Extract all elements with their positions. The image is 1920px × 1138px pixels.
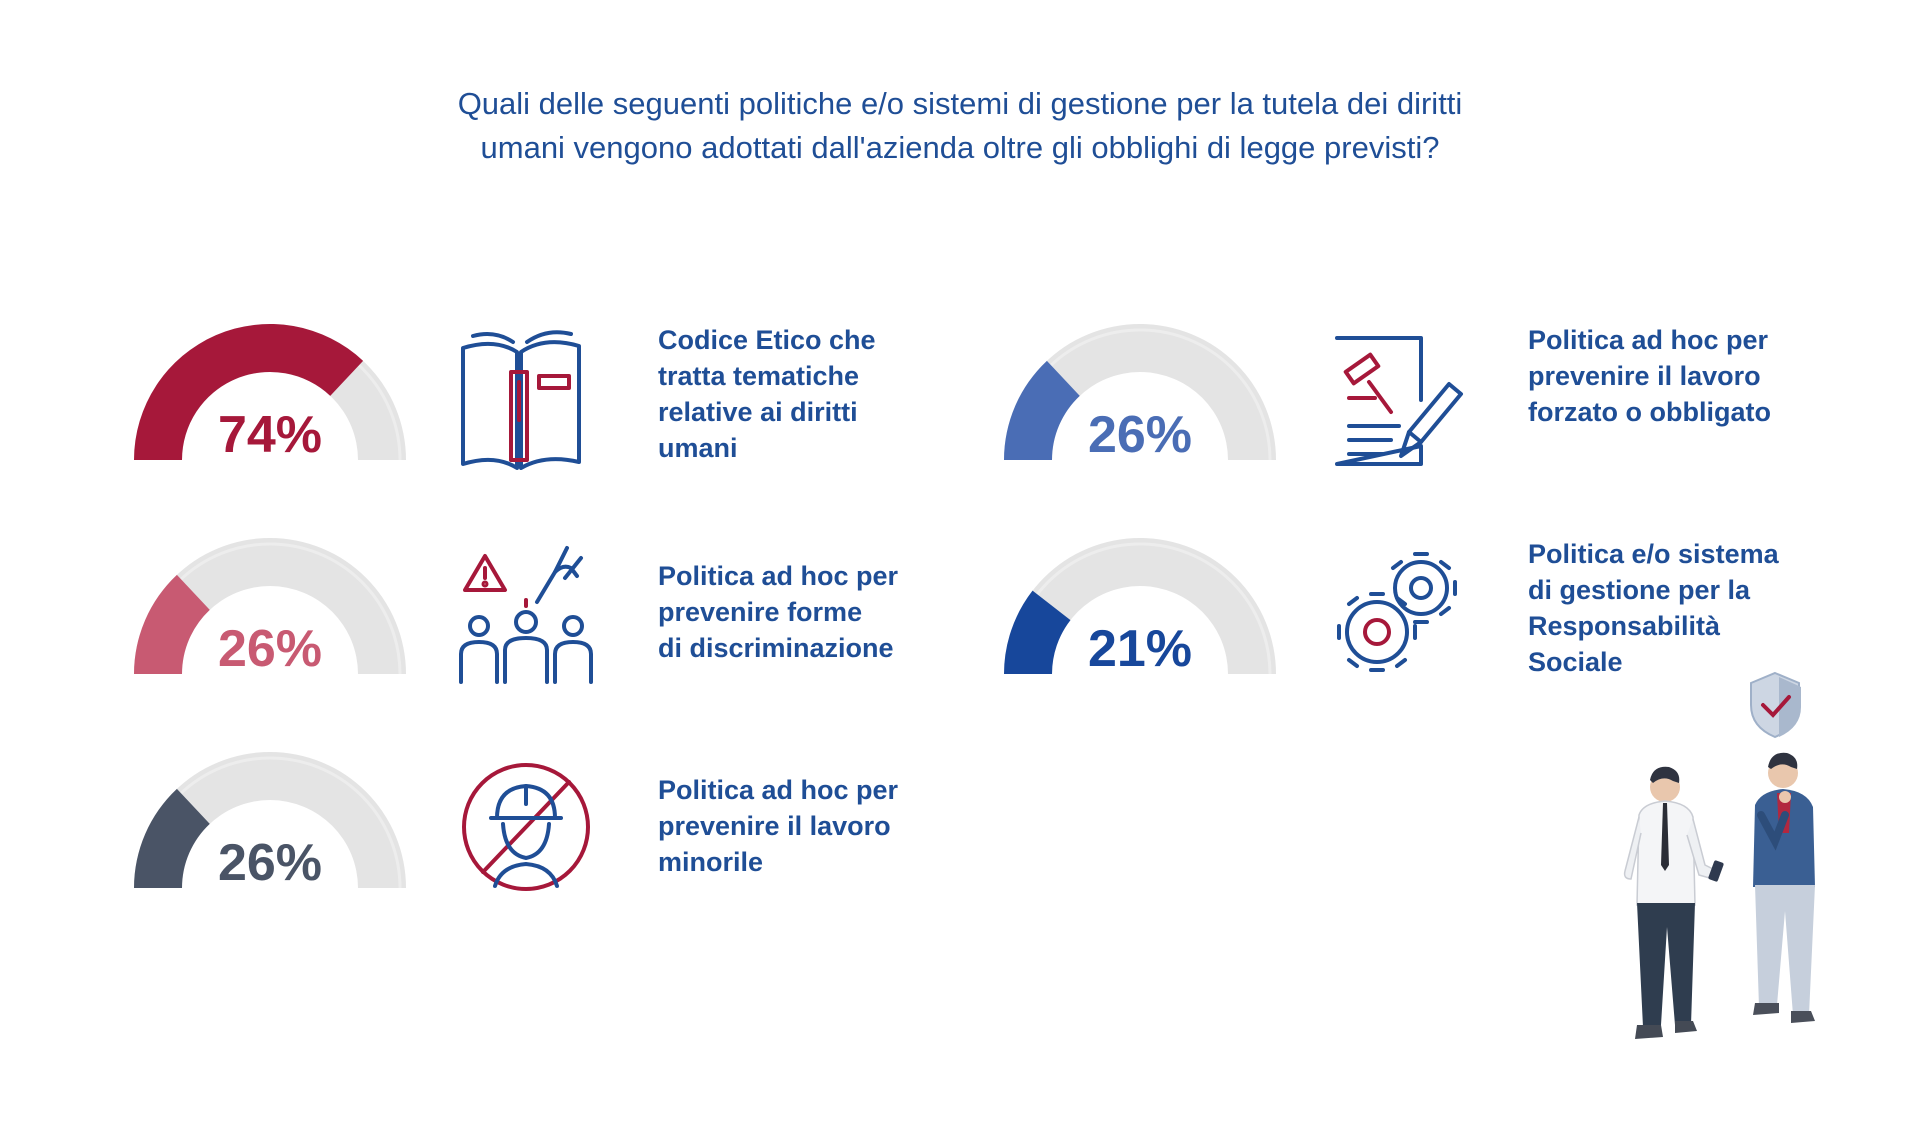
- gauge-value-label: 21%: [1088, 620, 1192, 678]
- gauge-track: [1004, 538, 1276, 674]
- gears-icon: [1337, 552, 1457, 672]
- gauge-chart: 74%: [134, 324, 406, 464]
- gauge-value-arc: [1004, 360, 1080, 460]
- gauge-value-label: 26%: [1088, 406, 1192, 464]
- gauge-value-arc: [134, 574, 210, 674]
- gauge-value-label: 26%: [218, 834, 322, 892]
- gauge-track: [134, 538, 406, 674]
- gauge-value-arc: [134, 324, 364, 460]
- gauge-label: Politica e/o sistema di gestione per la …: [1528, 539, 1779, 677]
- gauge-label: Politica ad hoc per prevenire forme di d…: [658, 561, 899, 663]
- no-child-labour-icon: [462, 763, 590, 891]
- gauge-label: Politica ad hoc per prevenire il lavoro …: [658, 775, 899, 877]
- legal-document-icon: [1335, 336, 1463, 466]
- gauge-chart: 26%: [134, 538, 406, 678]
- title-line-2: umani vengono adottati dall'azienda oltr…: [480, 130, 1440, 165]
- gauge-chart: 26%: [1004, 324, 1276, 464]
- gauge-chart: 21%: [1004, 538, 1276, 678]
- gauge-value-label: 26%: [218, 620, 322, 678]
- gauge-value-label: 74%: [218, 406, 322, 464]
- gauge-label: Politica ad hoc per prevenire il lavoro …: [1528, 325, 1771, 427]
- gauge-track: [1004, 324, 1276, 460]
- gauge-track: [134, 752, 406, 888]
- gauge-chart: 26%: [134, 752, 406, 892]
- gauge-label: Codice Etico che tratta tematiche relati…: [658, 325, 876, 463]
- chart-title: Quali delle seguenti politiche e/o siste…: [200, 82, 1720, 170]
- shield-icon: [1750, 671, 1801, 739]
- business-people-illustration: [1623, 671, 1815, 1039]
- gauge-value-arc: [1004, 590, 1071, 674]
- discrimination-icon: [459, 546, 593, 684]
- book-icon: [461, 330, 581, 470]
- title-line-1: Quali delle seguenti politiche e/o siste…: [457, 86, 1463, 121]
- gauge-value-arc: [134, 788, 210, 888]
